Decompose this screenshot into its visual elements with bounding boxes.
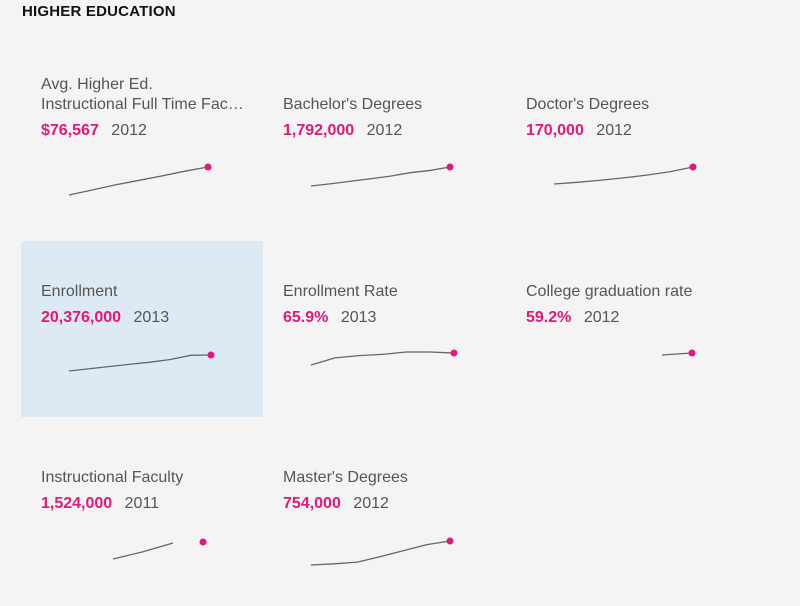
sparkline-path (553, 166, 694, 185)
card-value-row: 59.2% 2012 (526, 308, 619, 328)
stat-card-college-graduation-rate[interactable]: College graduation rate 59.2% 2012 (506, 241, 748, 417)
sparkline (68, 351, 215, 372)
sparkline-end-dot (689, 163, 697, 171)
card-year: 2011 (124, 495, 160, 512)
card-value: 1,524,000 (41, 495, 113, 512)
sparkline (310, 349, 458, 366)
card-year: 2012 (353, 495, 389, 512)
stat-card-enrollment-rate[interactable]: Enrollment Rate 65.9% 2013 (263, 241, 505, 417)
sparkline (112, 538, 207, 560)
card-year: 2012 (583, 309, 620, 326)
sparkline-path (310, 351, 455, 366)
card-value-row: 170,000 2012 (526, 121, 632, 141)
stat-card-avg-faculty-salary[interactable]: Avg. Higher Ed. Instructional Full Time … (21, 58, 263, 234)
stat-card-enrollment[interactable]: Enrollment 20,376,000 2013 (21, 241, 263, 417)
sparkline-end-dot (446, 537, 454, 545)
sparkline-path (310, 166, 451, 187)
card-value-row: 65.9% 2013 (283, 308, 376, 328)
card-value-row: $76,567 2012 (41, 121, 147, 141)
sparkline-end-dot (446, 163, 454, 171)
sparkline-end-dot (204, 163, 212, 171)
card-value: 59.2% (526, 309, 572, 326)
sparkline-path (310, 540, 451, 566)
card-value: 170,000 (526, 122, 584, 139)
sparkline (68, 163, 212, 196)
card-value: $76,567 (41, 122, 99, 139)
sparkline-end-dot (450, 349, 458, 357)
card-year: 2013 (340, 309, 377, 326)
sparkline (553, 163, 697, 185)
card-value: 1,792,000 (283, 122, 355, 139)
card-value-row: 1,524,000 2011 (41, 494, 159, 514)
card-year: 2012 (596, 122, 632, 139)
card-value: 20,376,000 (41, 309, 122, 326)
card-year: 2012 (111, 122, 147, 139)
sparkline-end-dot (688, 349, 696, 357)
section-title: HIGHER EDUCATION (22, 3, 176, 20)
card-year: 2012 (366, 122, 403, 139)
stat-card-instructional-faculty[interactable]: Instructional Faculty 1,524,000 2011 (21, 427, 263, 603)
stat-card-bachelors-degrees[interactable]: Bachelor's Degrees 1,792,000 2012 (263, 58, 505, 234)
card-year: 2013 (133, 309, 170, 326)
card-value-row: 754,000 2012 (283, 494, 389, 514)
sparkline-end-dot (199, 538, 207, 546)
sparkline (310, 537, 454, 566)
stat-card-doctors-degrees[interactable]: Doctor's Degrees 170,000 2012 (506, 58, 748, 234)
sparkline-path (68, 166, 209, 196)
sparkline-path (112, 542, 174, 560)
sparkline-path (661, 352, 693, 356)
card-value: 754,000 (283, 495, 341, 512)
stat-card-masters-degrees[interactable]: Master's Degrees 754,000 2012 (263, 427, 505, 603)
sparkline-path (68, 354, 212, 372)
sparkline (661, 349, 696, 357)
card-value: 65.9% (283, 309, 329, 326)
sparkline-end-dot (207, 351, 215, 359)
card-value-row: 1,792,000 2012 (283, 121, 402, 141)
sparkline (310, 163, 454, 187)
card-value-row: 20,376,000 2013 (41, 308, 169, 328)
